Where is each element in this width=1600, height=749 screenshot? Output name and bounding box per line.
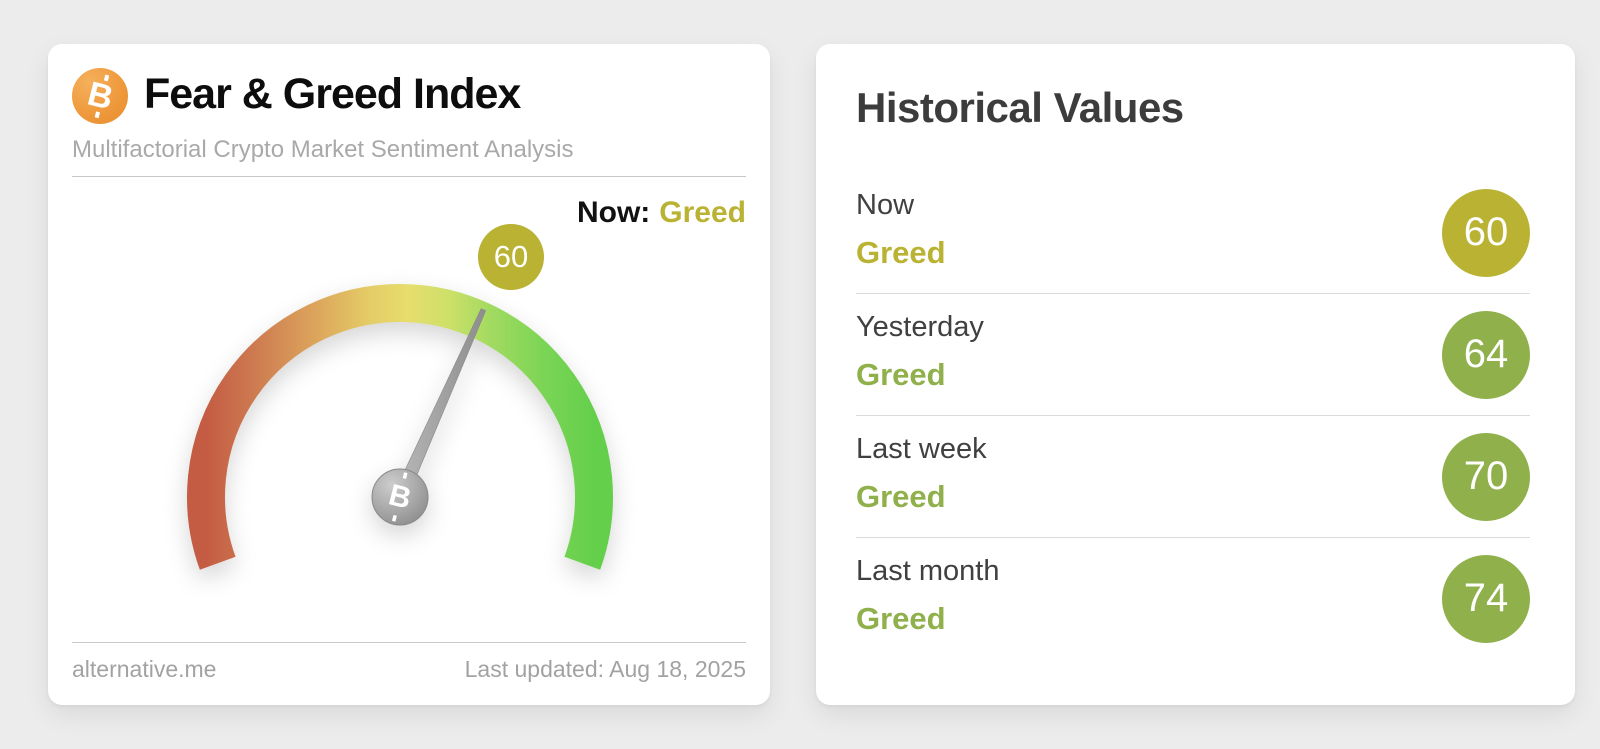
last-updated-text: Last updated: Aug 18, 2025	[464, 656, 746, 682]
fear-greed-gauge: B	[187, 284, 613, 570]
source-link[interactable]: alternative.me	[72, 656, 217, 682]
row-value-badge: 74	[1442, 554, 1530, 643]
row-classification: Greed	[856, 479, 946, 514]
row-label: Yesterday	[856, 311, 984, 343]
now-status: Now: Greed	[577, 196, 746, 230]
bitcoin-icon: B	[72, 68, 128, 124]
row-classification: Greed	[856, 601, 946, 636]
historical-values-card: Historical Values Now Greed 60 Yesterday…	[816, 44, 1575, 705]
row-classification: Greed	[856, 357, 946, 392]
row-value-badge: 64	[1442, 310, 1530, 399]
row-label: Last month	[856, 555, 1000, 587]
historical-row-yesterday: Yesterday Greed 64	[856, 293, 1530, 415]
header-divider	[72, 176, 746, 177]
bitcoin-tick-bottom	[94, 111, 100, 119]
row-value-badge: 60	[1442, 188, 1530, 277]
row-label: Now	[856, 189, 915, 221]
historical-title: Historical Values	[856, 84, 1184, 131]
row-classification: Greed	[856, 235, 946, 270]
historical-row-now: Now Greed 60	[856, 172, 1530, 293]
gauge-value-badge: 60	[478, 224, 544, 290]
now-label: Now:	[576, 196, 651, 229]
card-title: Fear & Greed Index	[144, 70, 521, 118]
row-value-badge: 70	[1442, 432, 1530, 521]
card-subtitle: Multifactorial Crypto Market Sentiment A…	[72, 136, 574, 163]
gauge-hub	[371, 468, 429, 526]
row-label: Last week	[856, 433, 987, 465]
hub-tick-bottom	[392, 514, 397, 522]
historical-rows: Now Greed 60 Yesterday Greed 64 Last wee…	[856, 172, 1530, 659]
now-classification: Greed	[659, 196, 746, 229]
footer-divider	[72, 642, 746, 643]
hub-tick-top	[402, 472, 408, 479]
bitcoin-letter: B	[83, 74, 117, 119]
historical-row-last-month: Last month Greed 74	[856, 537, 1530, 659]
fear-greed-card: B Fear & Greed Index Multifactorial Cryp…	[48, 44, 770, 705]
bitcoin-b: B	[83, 74, 117, 118]
historical-row-last-week: Last week Greed 70	[856, 415, 1530, 537]
gauge-arc	[187, 284, 613, 570]
